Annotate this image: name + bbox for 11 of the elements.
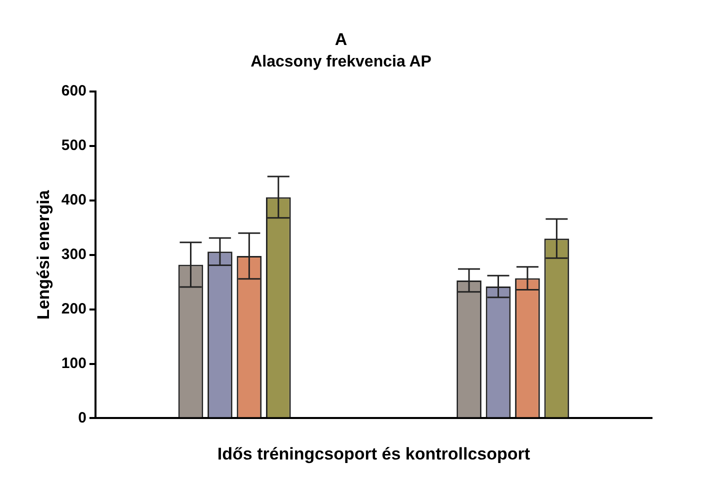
x-axis-title: Idős tréningcsoport és kontrollcsoport [217,444,530,464]
chart-subtitle: Alacsony frekvencia AP [250,53,432,70]
y-tick-label: 600 [61,82,86,100]
y-tick-label: 0 [78,409,86,426]
y-tick-label: 400 [61,192,86,209]
chart-title: A [334,30,348,49]
y-tick-label: 500 [61,137,86,154]
y-axis-title: Lengési energia [34,190,53,320]
y-tick-label: 300 [61,246,86,264]
y-tick-label: 100 [61,354,86,372]
y-tick-label: 200 [61,300,86,318]
